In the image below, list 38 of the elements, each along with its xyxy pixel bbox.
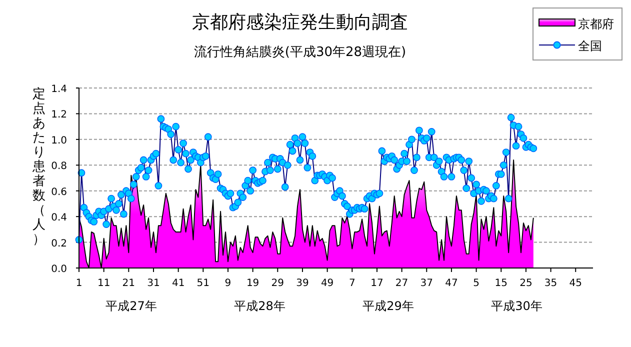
x-tick-label: 9 bbox=[224, 278, 232, 289]
x-tick-label: 49 bbox=[320, 278, 334, 289]
chart-title: 京都府感染症発生動向調査 bbox=[192, 12, 408, 33]
y-tick-label: 1.2 bbox=[51, 110, 67, 121]
y-tick-label: 0.0 bbox=[51, 264, 67, 275]
x-tick-label: 19 bbox=[246, 278, 260, 289]
y-tick-label: 0.6 bbox=[51, 186, 67, 198]
text: 平成29年 bbox=[362, 299, 414, 313]
x-tick-label: 1 bbox=[76, 278, 82, 289]
y-tick-label: 0.4 bbox=[51, 212, 67, 224]
y-tick-label: 1.4 bbox=[51, 84, 67, 95]
x-tick-label: 29 bbox=[271, 278, 284, 289]
x-tick-label: 37 bbox=[420, 278, 433, 289]
text: 平成27年 bbox=[106, 299, 157, 313]
y-tick-label: 0.8 bbox=[51, 161, 67, 172]
x-tick-label: 27 bbox=[395, 278, 408, 289]
x-tick-label: 47 bbox=[445, 278, 458, 289]
x-tick-label: 11 bbox=[97, 278, 110, 289]
text: 定点あたり患者数（人） bbox=[32, 87, 46, 247]
x-tick-label: 39 bbox=[296, 278, 309, 289]
text: 平成30年 bbox=[491, 299, 542, 313]
text: 平成28年 bbox=[234, 299, 286, 313]
x-tick-label: 51 bbox=[196, 278, 210, 289]
legend-label: 京都府 bbox=[578, 17, 614, 31]
x-tick-label: 15 bbox=[494, 278, 508, 289]
chart-subtitle: 流行性角結膜炎(平成30年28週現在) bbox=[194, 44, 406, 60]
legend-label: 全国 bbox=[578, 39, 602, 53]
y-tick-label: 0.2 bbox=[51, 238, 67, 250]
x-tick-label: 21 bbox=[122, 278, 136, 289]
x-tick-label: 31 bbox=[147, 278, 160, 289]
x-tick-label: 5 bbox=[473, 278, 480, 289]
x-tick-label: 45 bbox=[569, 278, 582, 289]
x-tick-label: 25 bbox=[520, 278, 532, 289]
x-tick-label: 35 bbox=[544, 278, 558, 289]
x-tick-label: 7 bbox=[348, 278, 356, 289]
y-tick-label: 1.0 bbox=[51, 135, 67, 146]
x-tick-label: 41 bbox=[172, 278, 185, 289]
x-tick-label: 17 bbox=[370, 278, 384, 289]
